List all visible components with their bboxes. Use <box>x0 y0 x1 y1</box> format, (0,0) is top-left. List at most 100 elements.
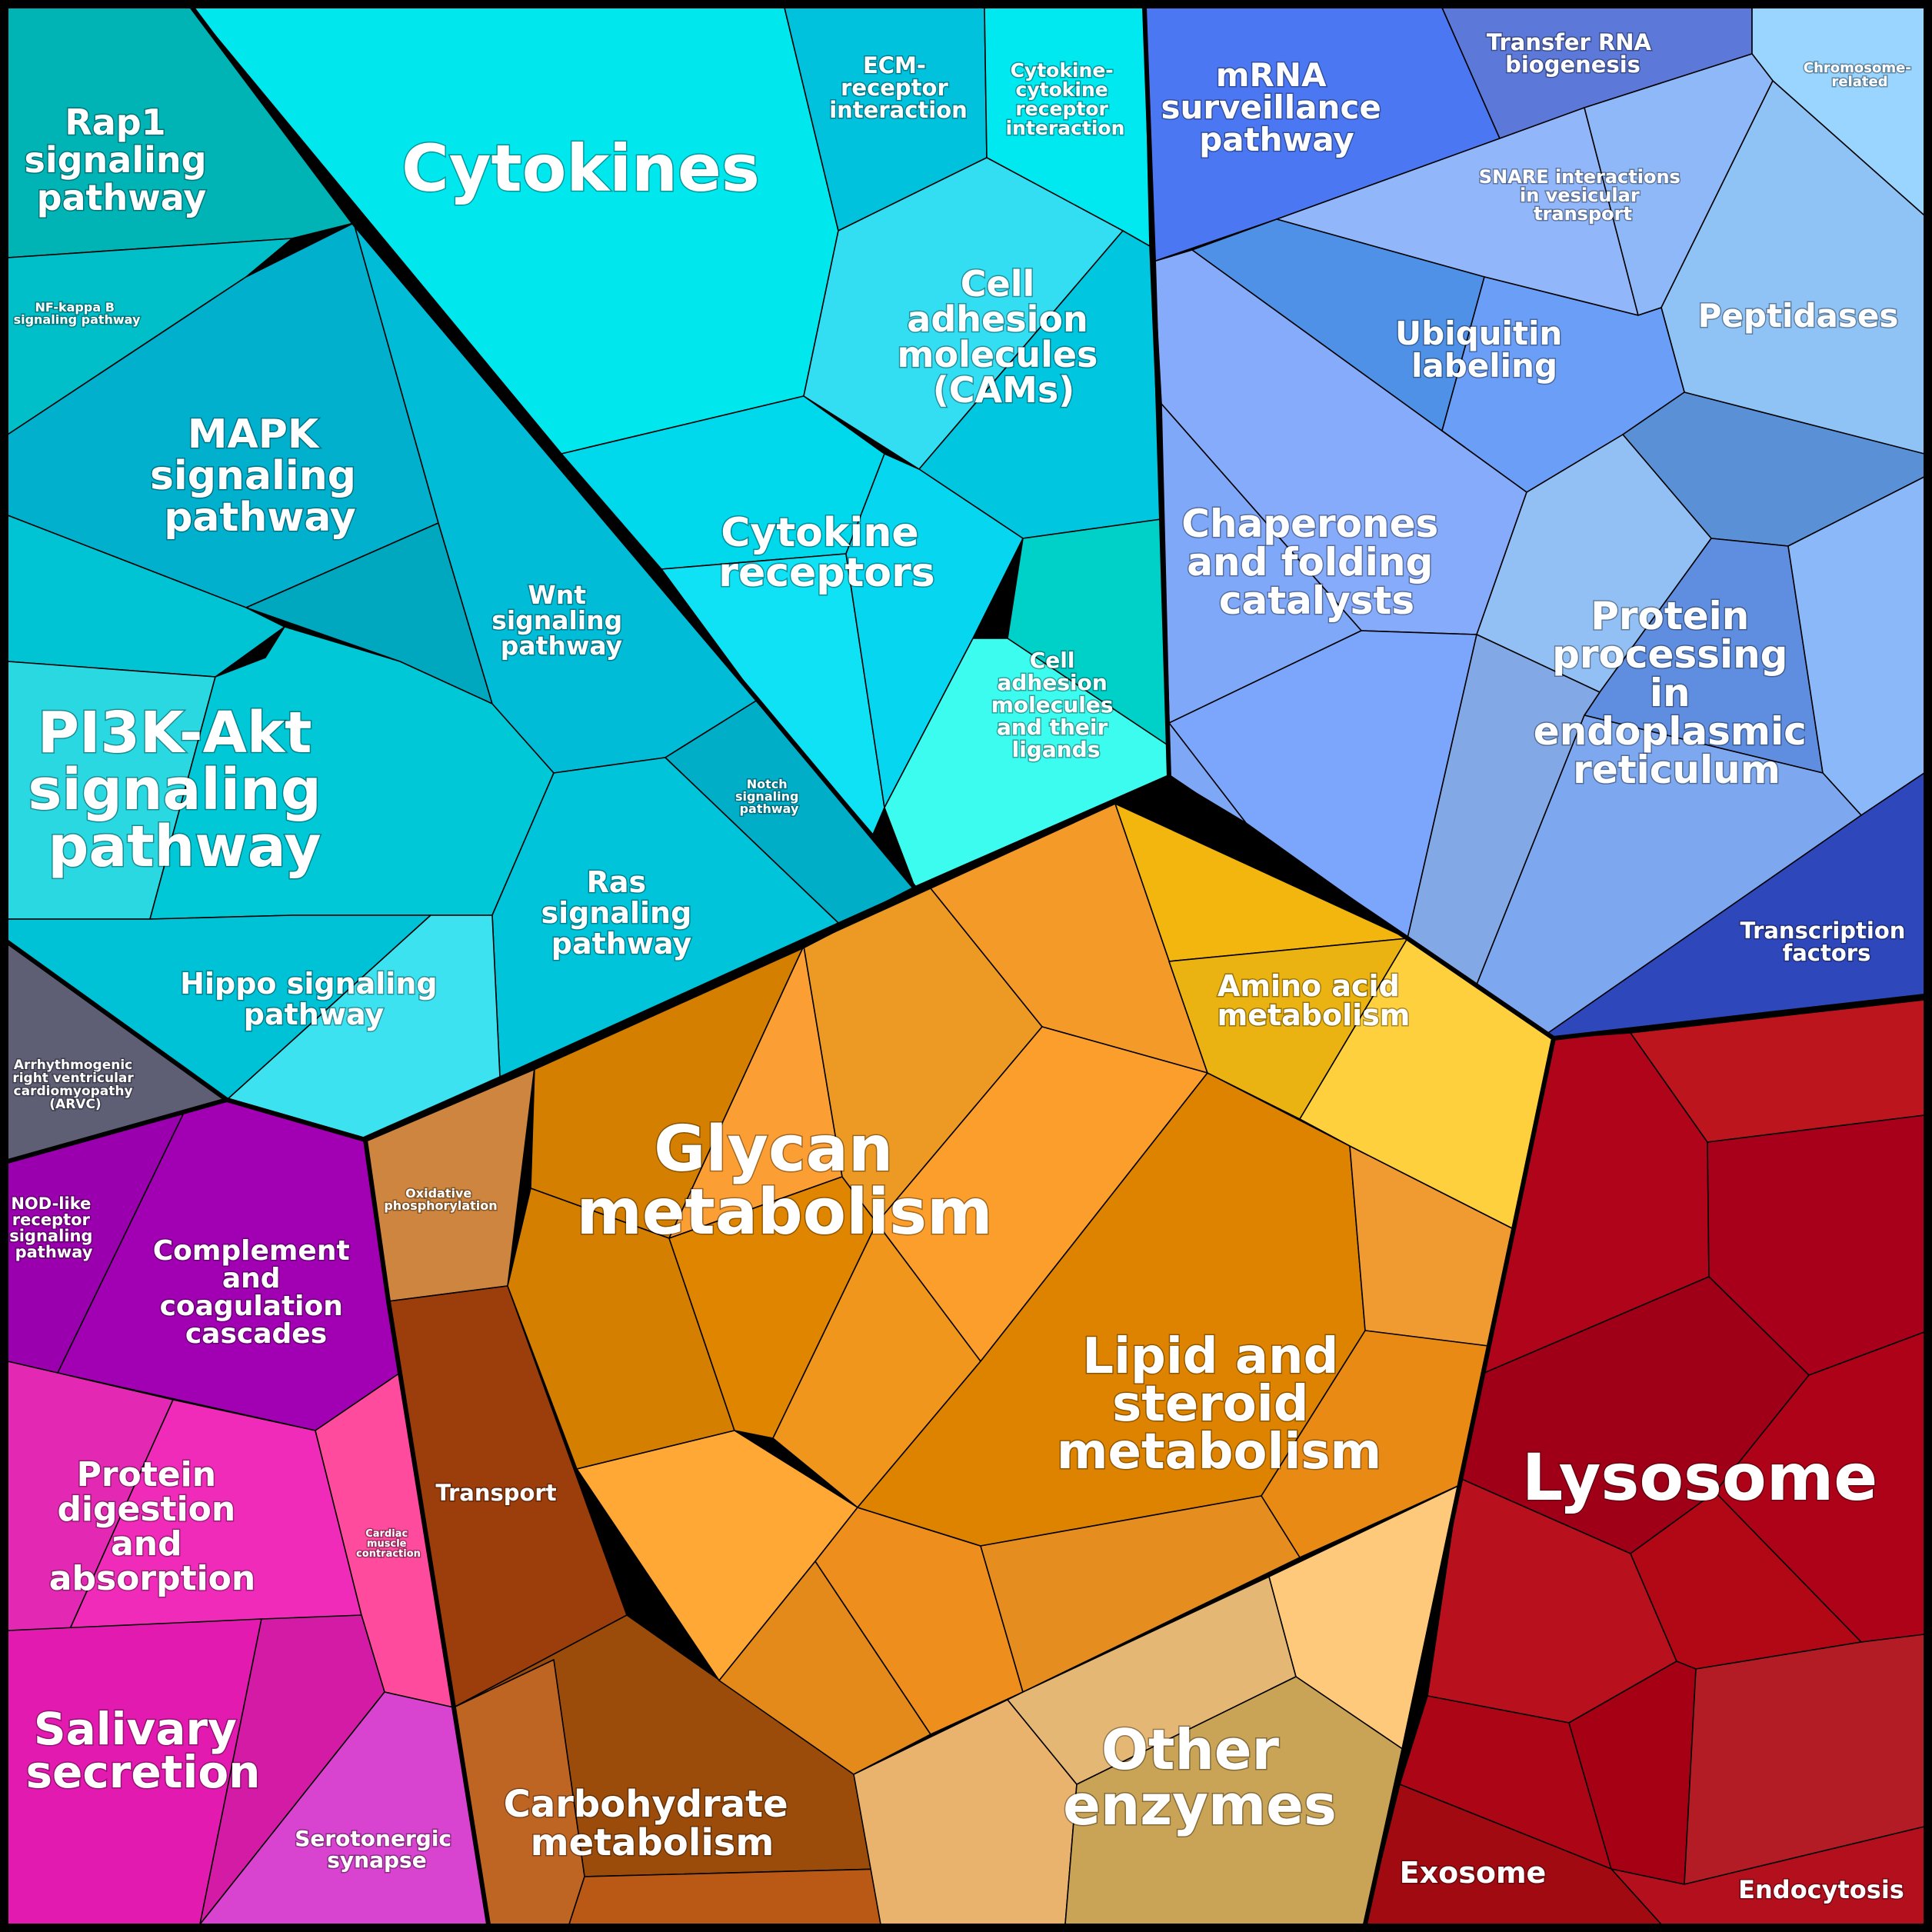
protein-region <box>1144 7 1925 1039</box>
border-blue-orange <box>1167 774 1556 1041</box>
label-part: metabolism <box>576 1176 992 1249</box>
label-part: cytokine <box>1016 78 1108 101</box>
label-part: cardiomyopathy <box>14 1084 133 1099</box>
label-part: receptors <box>718 550 934 596</box>
label-part: interaction <box>829 97 968 123</box>
label-part: pathway <box>37 177 207 218</box>
label-part: secretion <box>26 1746 261 1798</box>
label-arvc: Arrhythmogenic right ventricular cardiom… <box>12 1058 138 1112</box>
label-part: metabolism <box>1217 998 1411 1032</box>
label-part: ECM- <box>863 52 926 78</box>
label-part: and <box>222 1263 281 1294</box>
label-ras: Ras signaling pathway <box>541 865 701 961</box>
label-part: related <box>1831 74 1887 90</box>
label-lysosome: Lysosome <box>1522 1440 1878 1515</box>
label-part: molecules <box>898 334 1098 375</box>
border-grey-magenta <box>5 1098 229 1164</box>
metabolism-region <box>365 803 1554 1925</box>
label-part: Rap1 <box>65 102 165 143</box>
label-wnt: Wnt signaling pathway <box>491 580 631 661</box>
label-part: absorption <box>49 1559 255 1598</box>
label-glycan: Glycan metabolism <box>576 1113 992 1249</box>
label-part: pathway <box>551 927 692 961</box>
label-part: Complement <box>153 1235 350 1267</box>
label-part: molecules <box>991 692 1114 718</box>
label-part: signaling <box>28 757 321 823</box>
border-red-orange <box>1363 1036 1556 1927</box>
cell-ras <box>491 757 839 1078</box>
label-part: Transcription <box>1740 918 1905 944</box>
label-part: NF-kappa B <box>35 300 115 315</box>
label-er-processing: Protein processing in endoplasmic reticu… <box>1534 594 1820 792</box>
label-part: Transfer RNA <box>1487 29 1652 55</box>
label-part: in vesicular <box>1520 185 1640 206</box>
label-lipid: Lipid and steroid metabolism <box>1057 1328 1381 1481</box>
label-part: metabolism <box>1057 1424 1381 1481</box>
signaling-region <box>7 7 1170 1139</box>
lysosome-region <box>1364 999 1925 1925</box>
label-salivary: Salivary secretion <box>26 1703 261 1798</box>
label-part: signaling <box>735 789 798 804</box>
label-part: MAPK <box>188 411 320 458</box>
label-part: Carbohydrate <box>504 1783 788 1826</box>
label-part: Wnt <box>528 580 586 610</box>
label-part: in <box>1650 671 1690 715</box>
label-part: and their <box>997 715 1108 740</box>
label-part: NOD-like <box>11 1194 91 1213</box>
label-part: Lipid and <box>1082 1328 1338 1385</box>
label-part: pathway <box>164 495 356 541</box>
label-transport: Transport <box>435 1480 556 1506</box>
label-part: mRNA <box>1216 56 1327 94</box>
label-part: Glycan <box>654 1113 893 1186</box>
label-cyto-cyto: Cytokine- cytokine receptor interaction <box>1006 59 1125 139</box>
label-part: (CAMs) <box>933 369 1075 411</box>
label-part: signaling <box>9 1227 92 1245</box>
label-pi3k: PI3K-Akt signaling pathway <box>28 700 341 880</box>
label-part: Hippo signaling <box>180 967 437 1001</box>
label-nfkb: NF-kappa B signaling pathway <box>14 300 141 327</box>
label-part: pathway <box>48 814 321 880</box>
label-part: steroid <box>1112 1376 1308 1433</box>
label-part: signaling <box>150 453 356 499</box>
label-part: pathway <box>1199 121 1354 158</box>
label-cardiac: Cardiac muscle contraction <box>356 1528 421 1560</box>
label-part: Serotonergic <box>295 1826 451 1851</box>
label-part: factors <box>1783 940 1871 966</box>
label-exosome: Exosome <box>1400 1856 1547 1890</box>
label-part: Ras <box>587 865 647 899</box>
label-part: muscle <box>367 1538 407 1550</box>
label-part: and folding <box>1187 540 1433 585</box>
label-part: Ubiquitin <box>1395 315 1562 352</box>
label-part: receptor <box>841 75 948 101</box>
label-part: contraction <box>356 1548 421 1560</box>
label-part: reticulum <box>1573 748 1780 792</box>
label-cams: Cell adhesion molecules (CAMs) <box>898 263 1111 411</box>
label-part: pathway <box>15 1243 93 1261</box>
label-part: coagulation <box>160 1291 343 1322</box>
label-part: Cardiac <box>365 1528 408 1540</box>
label-carbohydrate: Carbohydrate metabolism <box>504 1783 801 1864</box>
label-part: endoplasmic <box>1534 709 1807 754</box>
cell-lipid-d <box>980 1495 1301 1693</box>
label-part: (ARVC) <box>49 1097 101 1112</box>
label-part: processing <box>1552 632 1787 677</box>
label-part: signaling pathway <box>14 312 141 327</box>
label-part: cascades <box>185 1318 327 1350</box>
label-part: ligands <box>1012 737 1101 762</box>
label-part: Arrhythmogenic <box>14 1058 132 1073</box>
label-mapk: MAPK signaling pathway <box>150 411 370 541</box>
label-part: Oxidative <box>405 1186 471 1201</box>
label-part: Cell <box>961 263 1035 305</box>
label-oxphos: Oxidative phosphorylation <box>384 1186 497 1213</box>
label-notch: Notch signaling pathway <box>735 777 803 816</box>
outer-border <box>4 4 1928 1928</box>
label-part: adhesion <box>997 670 1107 695</box>
label-serotonergic: Serotonergic synapse <box>295 1826 459 1873</box>
label-part: labeling <box>1411 347 1557 385</box>
label-part: PI3K-Akt <box>38 700 312 766</box>
border-blue-red <box>1551 994 1927 1041</box>
label-part: signaling <box>491 605 622 635</box>
label-part: Chromosome- <box>1804 60 1911 76</box>
label-part: receptor <box>12 1211 91 1229</box>
cell-carbohydrate-c <box>568 1868 881 1925</box>
